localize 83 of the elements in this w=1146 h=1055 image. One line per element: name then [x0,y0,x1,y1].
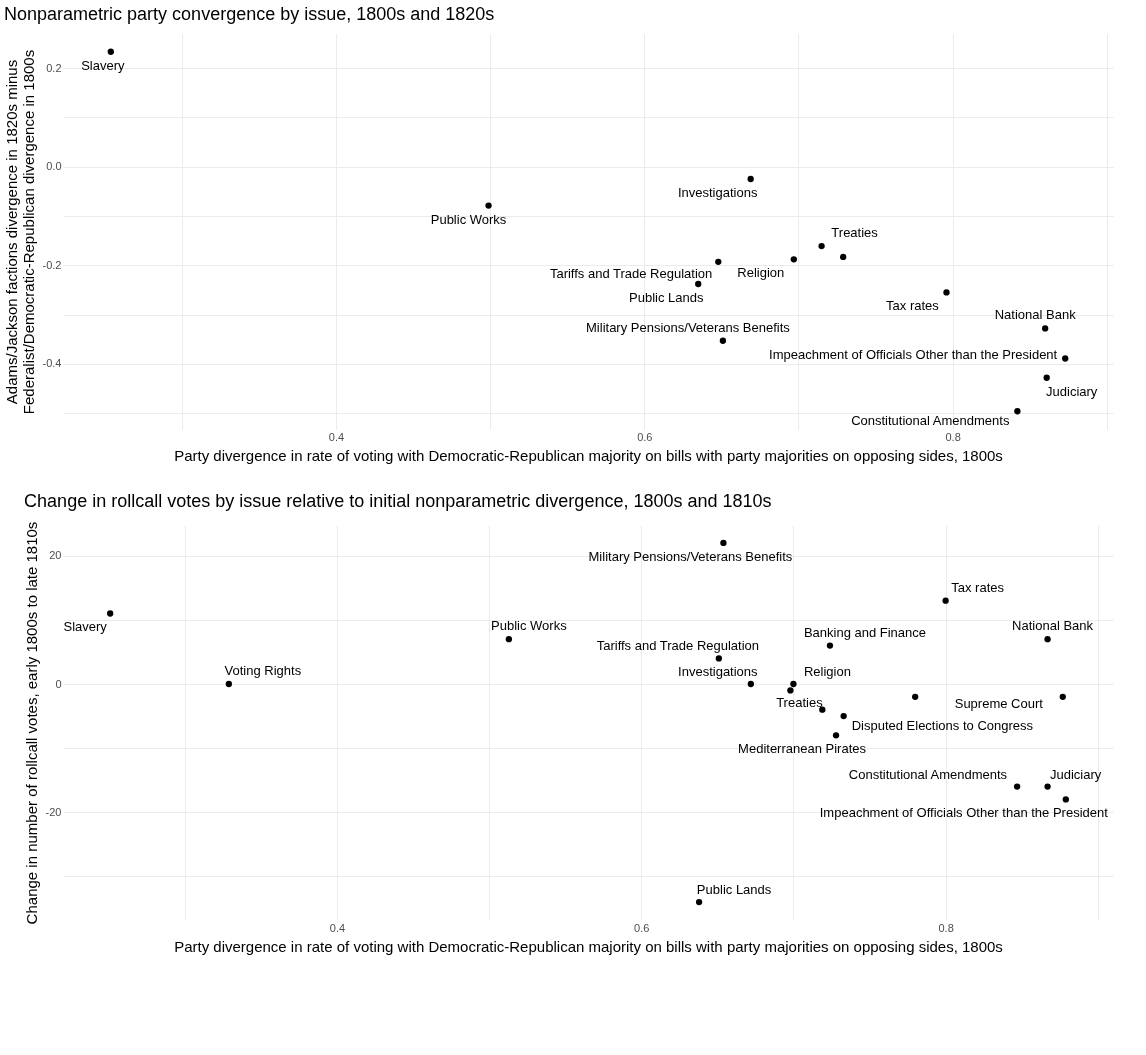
point [942,597,949,604]
point [695,898,703,906]
annotation: Military Pensions/Veterans Benefits [588,548,793,564]
y-tick-label: -0.2 [42,258,62,271]
annotation: Slavery [81,57,125,73]
annotation: Public Works [430,211,507,227]
point [832,732,840,739]
point [107,610,114,617]
y-axis-title: Change in number of rollcall votes, early 1800s to late 1810s [22,521,40,925]
point [485,202,492,209]
y-tick-label: -0.4 [42,357,62,370]
annotation: Tariffs and Trade Regulation [596,638,760,654]
x-tick-label: 0.8 [945,430,961,443]
annotation: Military Pensions/Veterans Benefits [586,319,791,335]
point [790,256,797,263]
annotation: Public Lands [629,290,704,306]
point [719,337,727,344]
annotation: Investigations [678,664,759,680]
annotation: Banking and Finance [803,624,927,640]
y-tick-label: 0 [55,677,62,690]
x-axis-title: Party divergence in rate of voting with Democratic-Republican majority on bills with party majorities on opposing sides, 1800s [174,937,1003,955]
annotation: Mediterranean Pirates [738,741,867,757]
annotation: Judiciary [1049,766,1102,782]
annotation: Impeachment of Officials Other than the President [819,805,1109,821]
annotation: Public Lands [696,882,772,898]
chart-title: Nonparametric party convergence by issue, 1800s and 1820s [4,4,495,24]
point [1059,693,1066,701]
point [505,635,513,643]
point [1062,796,1069,803]
annotation: National Bank [994,307,1077,323]
point [1062,355,1069,362]
point [715,258,722,265]
annotation: Disputed Elections to Congress [851,718,1034,734]
annotation: Constitutional Amendments [851,413,1010,429]
point [840,712,847,720]
annotation: Tax rates [886,298,940,314]
annotation: Investigations [677,184,758,200]
annotation: Constitutional Amendments [848,766,1008,782]
x-tick-label: 0.8 [938,921,954,934]
annotation: Religion [737,265,785,281]
x-tick-label: 0.6 [637,430,653,443]
point [720,539,727,547]
point [1043,374,1050,381]
point [1044,783,1051,790]
point [818,242,825,250]
point [1014,408,1021,415]
point [840,253,847,261]
annotation: Slavery [63,619,108,635]
annotation: Judiciary [1046,383,1098,399]
annotation: Treaties [831,225,879,241]
annotation: Voting Rights [224,663,302,679]
x-tick-label: 0.6 [634,921,650,934]
y-tick-label: 0.0 [46,160,62,173]
y-axis-title: Adams/Jackson factions divergence in 1820s minus Federalist/Democratic-Republican divergence in 1800s [2,49,37,415]
point [747,680,754,688]
point [225,680,233,688]
annotation: National Bank [1012,618,1094,634]
point [1044,635,1051,643]
point [826,642,834,649]
annotation: Treaties [776,695,824,711]
annotation: Tariffs and Trade Regulation [549,265,713,281]
y-tick-label: 20 [49,549,62,562]
annotation: Public Works [491,618,568,634]
point [715,655,723,662]
x-tick-label: 0.4 [328,430,345,443]
annotation: Impeachment of Officials Other than the President [769,347,1058,363]
annotation: Supreme Court [954,695,1044,711]
point [787,687,794,694]
point [790,680,797,688]
y-tick-label: -20 [45,805,62,818]
point [747,175,754,183]
point [819,706,826,713]
point [1013,783,1021,790]
y-tick-label: 0.2 [46,61,62,74]
chart-title: Change in rollcall votes by issue relative to initial nonparametric divergence, 1800s and 1810s [24,491,772,512]
x-axis-title: Party divergence in rate of voting with Democratic-Republican majority on bills with party majorities on opposing sides, 1800s [174,446,1003,464]
annotation: Tax rates [951,579,1005,595]
annotation: Religion [803,664,851,680]
point [107,48,114,55]
point [1042,325,1049,332]
x-tick-label: 0.4 [329,921,346,934]
point [943,289,950,296]
point [912,693,919,701]
